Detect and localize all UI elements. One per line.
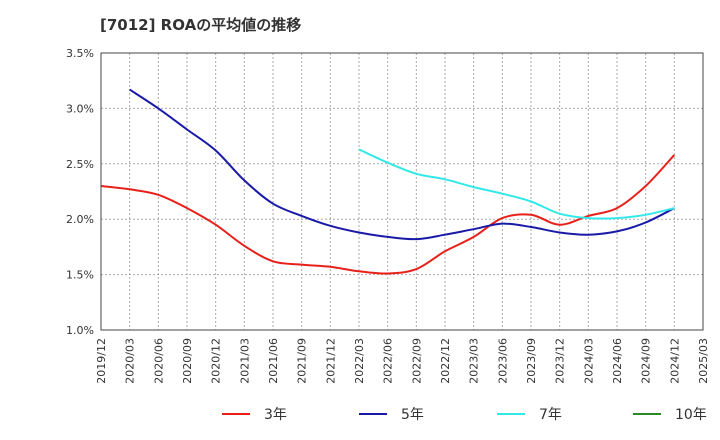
plot-frame [100, 52, 704, 331]
x-tick-label: 2022/09 [410, 338, 423, 384]
x-tick-label: 2024/12 [668, 338, 681, 384]
x-tick-label: 2023/09 [525, 338, 538, 384]
legend-label: 5年 [401, 407, 424, 423]
y-tick-label: 1.5% [66, 269, 94, 282]
y-tick-label: 2.0% [66, 213, 94, 226]
chart-title: [7012] ROAの平均値の推移 [100, 16, 302, 34]
x-tick-label: 2021/09 [296, 338, 309, 384]
axis-layer: 1.0% 1.5% 2.0% 2.5% 3.0% 3.5% 2019/12 2020/03 20… [66, 47, 710, 384]
x-tick-label: 2024/06 [611, 338, 624, 384]
series-line-7年 [358, 148, 675, 220]
series-line-5年 [129, 88, 675, 241]
legend-label: 3年 [264, 407, 287, 423]
x-tick-label: 2020/06 [152, 338, 165, 384]
legend-layer: 3年 5年 7年 10年 [222, 407, 707, 423]
x-tick-label: 2024/03 [582, 338, 595, 384]
x-tick-label: 2022/12 [439, 338, 452, 384]
y-tick-label: 3.5% [66, 47, 94, 60]
x-tick-label: 2022/06 [382, 338, 395, 384]
y-tick-label: 3.0% [66, 102, 94, 115]
x-tick-label: 2023/03 [468, 338, 481, 384]
x-tick-label: 2020/12 [210, 338, 223, 384]
y-tick-label: 1.0% [66, 324, 94, 337]
grid-layer [101, 53, 703, 330]
x-tick-label: 2023/06 [496, 338, 509, 384]
x-tick-label: 2020/03 [124, 338, 137, 384]
legend-label: 10年 [675, 407, 707, 423]
legend-label: 7年 [539, 407, 562, 423]
x-tick-label: 2023/12 [554, 338, 567, 384]
x-tick-label: 2022/03 [353, 338, 366, 384]
x-tick-label: 2020/09 [181, 338, 194, 384]
x-tick-label: 2025/03 [697, 338, 710, 384]
x-tick-label: 2024/09 [640, 338, 653, 384]
series-line-3年 [100, 154, 676, 275]
x-tick-label: 2021/03 [238, 338, 251, 384]
series-layer [100, 88, 676, 275]
x-tick-label: 2021/12 [324, 338, 337, 384]
y-tick-label: 2.5% [66, 158, 94, 171]
x-tick-label: 2021/06 [267, 338, 280, 384]
x-tick-label: 2019/12 [95, 338, 108, 384]
